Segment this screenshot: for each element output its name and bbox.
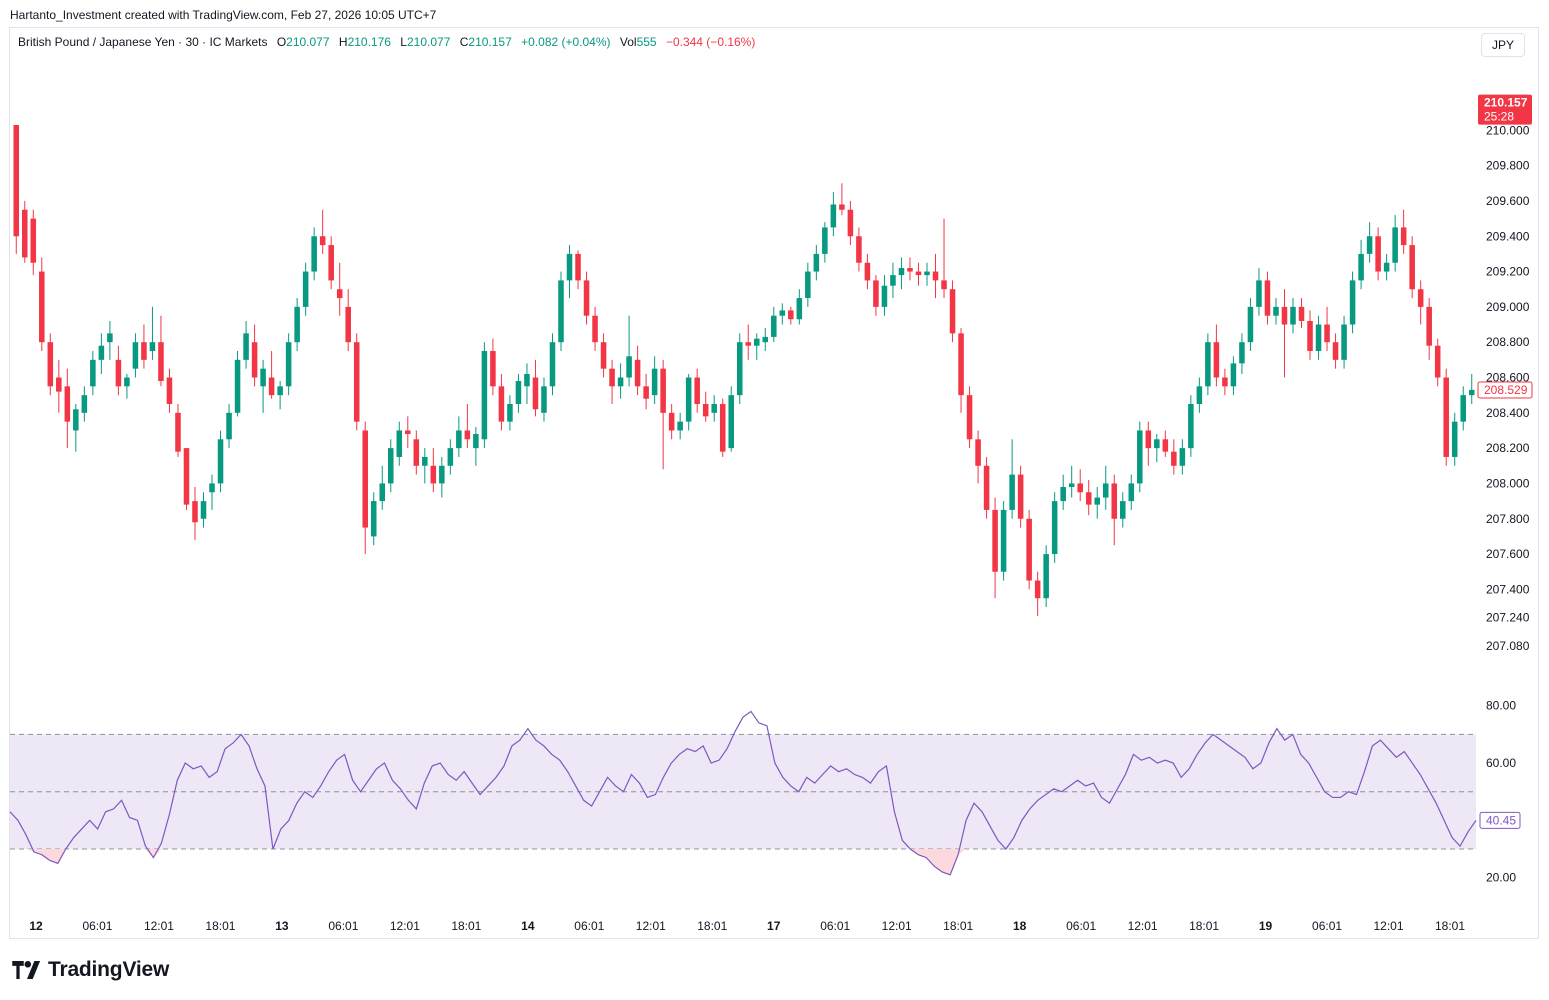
volume-label: Vol bbox=[619, 35, 637, 49]
currency-button[interactable]: JPY bbox=[1481, 33, 1525, 57]
tradingview-logo[interactable]: TradingView bbox=[12, 958, 169, 982]
chart-frame bbox=[9, 27, 1539, 939]
open-label: O bbox=[276, 35, 287, 49]
tradingview-logo-text: TradingView bbox=[48, 958, 170, 981]
low-label: L bbox=[400, 35, 407, 49]
volume-value: 555 bbox=[636, 35, 657, 49]
high-value: 210.176 bbox=[347, 35, 391, 49]
open-value: 210.077 bbox=[286, 35, 330, 49]
chart-caption: Hartanto_Investment created with Trading… bbox=[10, 8, 437, 22]
low-value: 210.077 bbox=[406, 35, 451, 49]
close-label: C bbox=[459, 35, 469, 49]
close-value: 210.157 bbox=[468, 35, 512, 49]
change-value: +0.082 (+0.04%) bbox=[521, 35, 611, 49]
tradingview-logo-icon bbox=[12, 961, 41, 979]
symbol-legend: British Pound / Japanese Yen · 30 · IC M… bbox=[18, 35, 755, 49]
volume-change: −0.344 (−0.16%) bbox=[665, 35, 756, 49]
high-label: H bbox=[338, 35, 348, 49]
symbol-name[interactable]: British Pound / Japanese Yen · 30 · IC M… bbox=[18, 35, 268, 49]
